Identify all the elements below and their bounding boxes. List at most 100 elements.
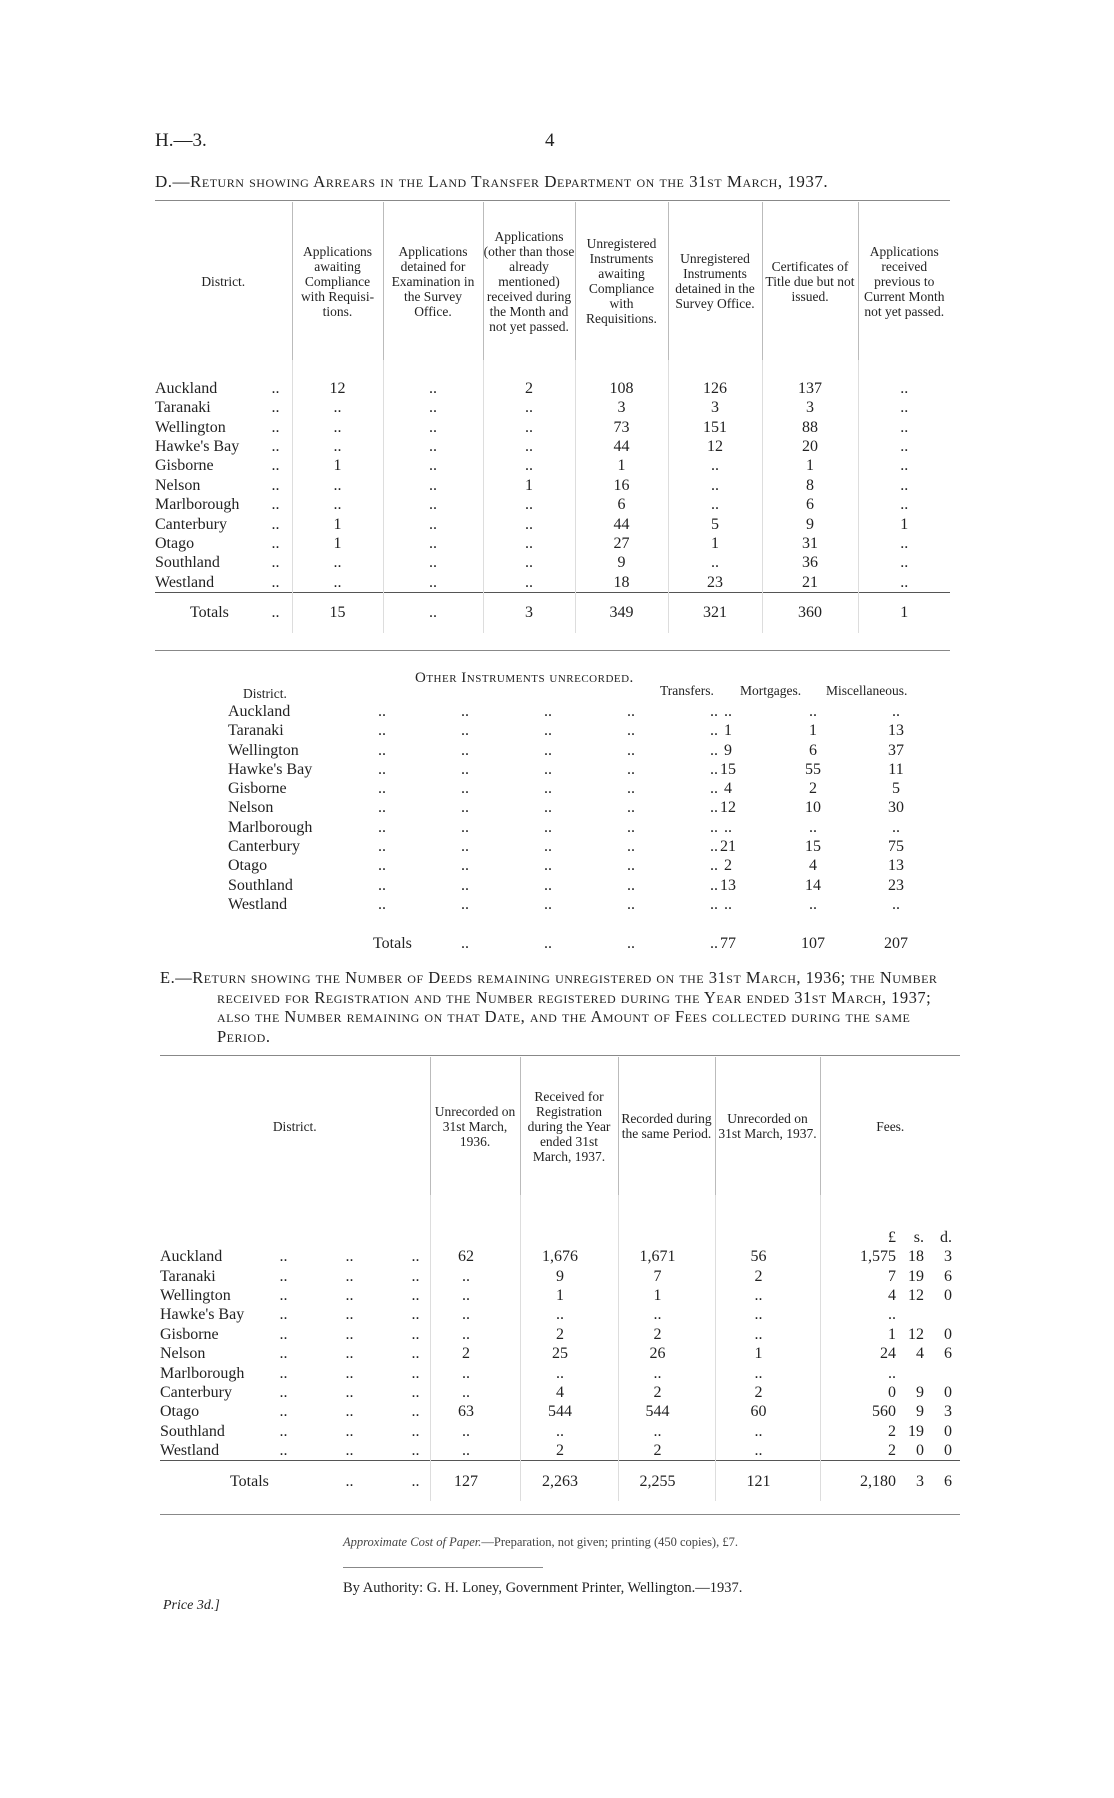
district-name: Taranaki (160, 1267, 216, 1285)
value-cell: 13 (888, 857, 904, 875)
other-totals-row: Totals........ 77 107 207 (228, 914, 918, 966)
empty-cell (160, 1195, 430, 1247)
value-cell: 6 (809, 741, 817, 759)
value-cell: 9 (574, 553, 668, 573)
table-e-header: District. (272, 1118, 317, 1134)
value-cell: 88 (761, 417, 858, 437)
leader-dots: .. (461, 722, 469, 740)
value-cell: .. (714, 1363, 820, 1383)
value-cell: 544 (519, 1402, 618, 1422)
leader-dots: .. (411, 1248, 420, 1266)
value-cell: 2 (519, 1324, 618, 1344)
value-cell: .. (429, 1363, 520, 1383)
value-cell: 23 (667, 572, 762, 593)
value-cell: .. (857, 553, 950, 573)
value-cell: .. (892, 703, 900, 720)
value-cell: .. (667, 456, 762, 476)
value-cell: .. (714, 1440, 820, 1461)
district-name: Westland (228, 895, 288, 913)
value-cell: .. (519, 1305, 618, 1325)
district-label: Hawke's Bay.. (155, 437, 292, 456)
table-d-header: Unregistered Instruments awaiting Compli… (574, 202, 668, 360)
leader-dots: .. (345, 1383, 354, 1401)
fees-cell: 560 9 3 (819, 1402, 960, 1422)
table-e-header: Recorded during the same Period. (617, 1057, 715, 1195)
district-name: Canterbury (155, 515, 227, 533)
value-cell: .. (809, 818, 817, 836)
table-d-totals-row: Totals.. 15.. 3 349 321 360 1 (155, 591, 950, 633)
district-label: Totals.. (155, 603, 292, 622)
leader-dots: .. (544, 703, 552, 720)
value-cell: 8 (761, 475, 858, 495)
leader-dots: .. (411, 1306, 420, 1324)
leader-group: ...... (280, 1325, 420, 1344)
district-cell: Gisborne...... (160, 1325, 430, 1344)
value-cell: .. (291, 572, 383, 593)
leader-dots: .. (461, 760, 469, 778)
table-d-header: Applications awaiting Compliance with Re… (291, 202, 383, 360)
leader-dots: .. (710, 780, 718, 798)
authority-line: By Authority: G. H. Loney, Government Pr… (343, 1580, 743, 1596)
leader-dots: .. (411, 1267, 420, 1285)
value-cell: 137 (761, 360, 858, 398)
district-label: Marlborough...... (160, 1364, 430, 1383)
leader-dots: .. (710, 857, 718, 875)
value-cell: .. (382, 591, 483, 633)
value-cell: .. (382, 572, 483, 593)
other-col-miscellaneous: Miscellaneous. (826, 683, 908, 698)
leader-dots: .. (279, 1286, 288, 1304)
value-cell: 107 (801, 935, 825, 953)
district-name: Marlborough (155, 496, 240, 514)
value-cell: 544 (617, 1402, 715, 1422)
district-cell: Totals.... (160, 1460, 430, 1502)
leader-dots: .. (544, 760, 552, 778)
leader-dots: .. (710, 876, 718, 894)
value-cell: 1,671 (617, 1247, 715, 1267)
leader-dots: .. (710, 703, 718, 720)
cost-label: Approximate Cost of Paper. (343, 1535, 482, 1549)
table-e-header: Unrecorded on 31st March, 1937. (714, 1057, 820, 1195)
district-cell: Wellington...... (160, 1286, 430, 1305)
district-name: Totals (230, 1472, 269, 1490)
district-cell: Canterbury.. (155, 514, 292, 533)
leader-dots: .. (411, 1364, 420, 1382)
district-label: Canterbury.. (155, 515, 292, 534)
leader-dots: .. (378, 760, 386, 778)
value-cell: .. (667, 553, 762, 573)
other-col-mortgages: Mortgages. (740, 683, 802, 698)
value-cell: 2,255 (617, 1460, 715, 1502)
district-cell: Taranaki.. (155, 398, 292, 417)
value-cell: .. (892, 818, 900, 836)
district-label: Otago.. (155, 534, 292, 553)
district-cell: Auckland...... (160, 1247, 430, 1266)
fee-pence: 3 (944, 1403, 952, 1421)
leader-dots: .. (544, 741, 552, 759)
value-cell: .. (291, 398, 383, 418)
value-cell: .. (809, 895, 817, 913)
district-name: Gisborne (155, 457, 214, 475)
fees-cell: 4 12 0 (819, 1285, 960, 1306)
district-cell: Westland...... (160, 1441, 430, 1461)
leader-dots: .. (627, 838, 635, 856)
leader-dots: .. (544, 780, 552, 798)
value-cell: 7 (617, 1266, 715, 1286)
value-cell: 5 (892, 780, 900, 798)
leader-dots: .. (271, 380, 280, 397)
value-cell: 2 (519, 1440, 618, 1461)
leader-dots: .. (271, 418, 280, 436)
district-cell: Otago...... (160, 1402, 430, 1421)
leader-dots: .. (271, 496, 280, 514)
value-cell: 5 (667, 514, 762, 534)
leader-dots: .. (279, 1345, 288, 1363)
district-label: Nelson...... (160, 1344, 430, 1363)
district-label: Hawke's Bay...... (160, 1305, 430, 1324)
value-cell: 1 (574, 456, 668, 476)
district-name: Otago (155, 534, 195, 552)
leader-dots: .. (544, 818, 552, 836)
fee-units-row: £ s. d. (160, 1195, 960, 1247)
district-name: Hawke's Bay (155, 437, 240, 455)
leader-group: ...... (280, 1247, 420, 1266)
value-cell: 3 (667, 398, 762, 418)
value-cell: 60 (714, 1402, 820, 1422)
value-cell: 1 (291, 514, 383, 534)
